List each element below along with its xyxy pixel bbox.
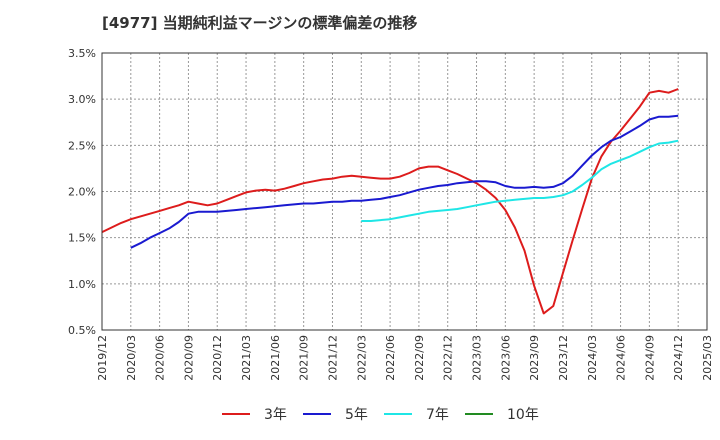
chart-title: [4977] 当期純利益マージンの標準偏差の推移 [102,14,418,32]
x-tick-label: 2020/03 [125,335,138,381]
y-tick-label: 2.5% [68,139,96,152]
y-tick-label: 1.0% [68,278,96,291]
x-tick-label: 2024/03 [586,335,599,381]
y-tick-label: 1.5% [68,232,96,245]
x-tick-label: 2023/03 [471,335,484,381]
legend-label: 7年 [426,407,449,423]
x-tick-label: 2022/12 [442,335,455,381]
series-lines [101,88,679,315]
series-line [130,114,679,249]
x-tick-label: 2023/09 [528,335,541,381]
y-tick-label: 3.0% [68,93,96,106]
y-tick-label: 2.0% [68,186,96,199]
legend-label: 10年 [507,407,539,423]
y-tick-label: 3.5% [68,47,96,60]
x-tick-label: 2020/06 [154,335,167,381]
x-tick-label: 2021/12 [326,335,339,381]
x-tick-label: 2023/12 [557,335,570,381]
legend-label: 3年 [264,407,287,423]
x-tick-label: 2024/09 [643,335,656,381]
y-tick-label: 0.5% [68,324,96,337]
legend-label: 5年 [345,407,368,423]
x-tick-label: 2022/09 [413,335,426,381]
plot-frame [101,52,708,331]
x-tick-label: 2021/06 [269,335,282,381]
x-tick-label: 2023/06 [499,335,512,381]
x-axis: 2019/12 2020/03 2020/06 2020/09 2020/12 2021/… [96,335,714,381]
x-tick-label: 2022/03 [355,335,368,381]
x-tick-label: 2020/12 [211,335,224,381]
legend: 3年 5年 7年 10年 [222,407,539,423]
x-tick-label: 2022/06 [384,335,397,381]
x-tick-label: 2021/09 [298,335,311,381]
x-tick-label: 2024/12 [672,335,685,381]
plot-background [102,53,707,330]
x-tick-label: 2024/06 [615,335,628,381]
series-line [361,139,679,222]
x-tick-label: 2019/12 [96,335,109,381]
x-tick-label: 2020/09 [182,335,195,381]
grid-lines [102,53,707,330]
x-tick-label: 2021/03 [240,335,253,381]
x-tick-label: 2025/03 [701,335,714,381]
y-axis: 0.5% 1.0% 1.5% 2.0% 2.5% 3.0% 3.5% [68,47,96,337]
series-line [101,88,679,315]
